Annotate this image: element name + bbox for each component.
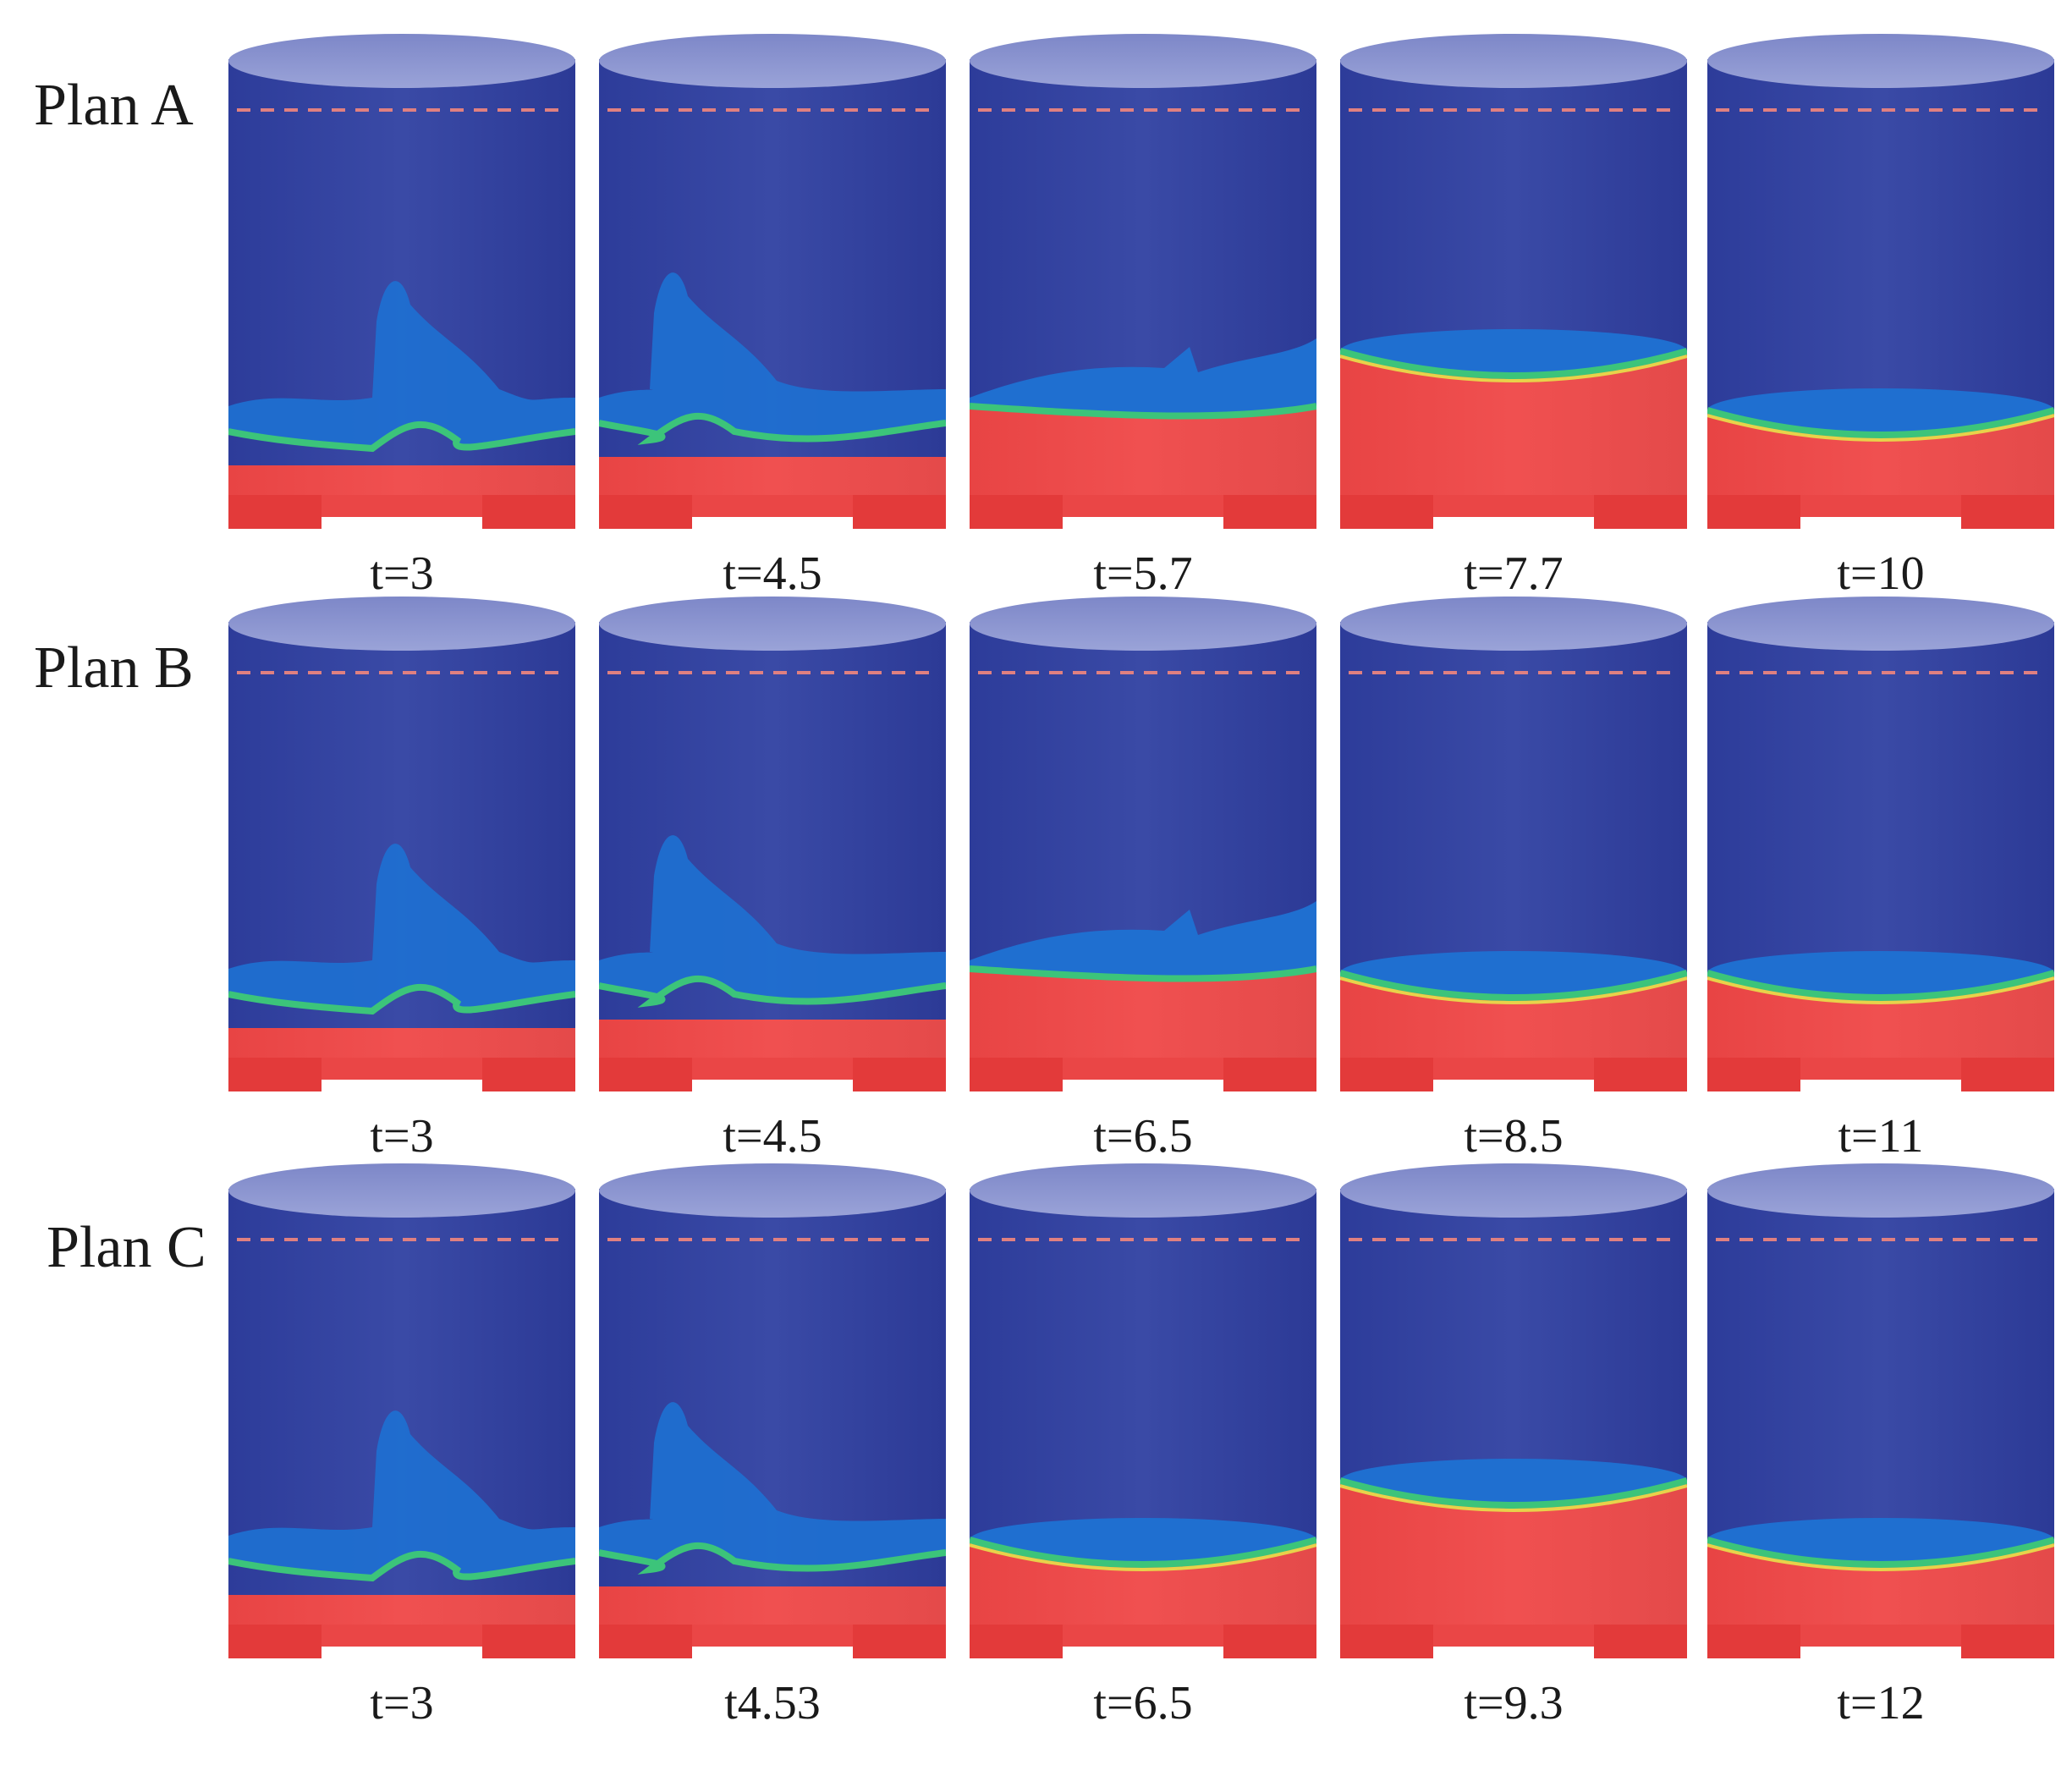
tank-frame-image: [1340, 597, 1687, 1091]
tank-frame-image: [599, 34, 946, 529]
time-label: t=7.7: [1464, 547, 1564, 600]
time-label: t=6.5: [1093, 1677, 1193, 1729]
time-label: t=4.5: [723, 547, 822, 600]
tank-frame-image: [970, 34, 1316, 529]
tank-frame-image: [1707, 597, 2054, 1091]
plan-label: Plan B: [34, 635, 194, 701]
time-label: t=5.7: [1093, 547, 1193, 600]
time-label: t=3: [370, 547, 434, 600]
plan-label: Plan C: [47, 1215, 206, 1280]
time-label: t=12: [1837, 1677, 1925, 1729]
time-label: t=9.3: [1464, 1677, 1564, 1729]
tank-frame-image: [228, 34, 575, 529]
time-label: t=8.5: [1464, 1110, 1564, 1163]
tank-frame-image: [1340, 34, 1687, 529]
time-label: t=4.5: [723, 1110, 822, 1163]
time-label: t=3: [370, 1110, 434, 1163]
tank-frame-image: [599, 1163, 946, 1658]
tank-frame-image: [970, 1163, 1316, 1658]
tank-frame-image: [970, 597, 1316, 1091]
time-label: t=11: [1838, 1110, 1924, 1163]
tank-frame-image: [1340, 1163, 1687, 1658]
tank-frame-image: [1707, 34, 2054, 529]
tank-frame-image: [1707, 1163, 2054, 1658]
tank-frame-image: [228, 1163, 575, 1658]
time-label: t=3: [370, 1677, 434, 1729]
time-label: t4.53: [724, 1677, 821, 1729]
time-label: t=10: [1837, 547, 1925, 600]
time-label: t=6.5: [1093, 1110, 1193, 1163]
tank-frame-image: [599, 597, 946, 1091]
plan-label: Plan A: [34, 73, 194, 138]
tank-frame-image: [228, 597, 575, 1091]
